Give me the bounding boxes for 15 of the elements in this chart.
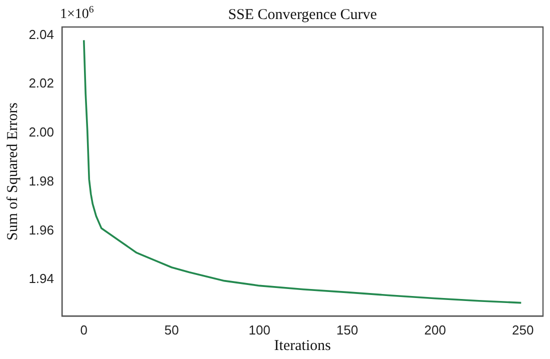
x-tick-label: 100 — [248, 322, 270, 338]
x-tick-label: 250 — [512, 322, 534, 338]
y-tick-label: 2.00 — [28, 124, 54, 140]
y-tick-label: 1.94 — [28, 271, 54, 286]
y-tick-label: 2.04 — [28, 26, 54, 42]
x-axis-title: Iterations — [274, 338, 331, 354]
x-tick-label: 200 — [424, 322, 446, 338]
x-tick-label: 0 — [80, 322, 88, 338]
y-axis-title: Sum of Squared Errors — [4, 102, 21, 240]
x-tick-label: 50 — [164, 322, 179, 338]
x-tick-label: 150 — [336, 322, 358, 338]
y-tick-label: 1.96 — [28, 222, 54, 238]
y-tick-label: 2.02 — [28, 76, 54, 91]
chart-title: SSE Convergence Curve — [228, 7, 378, 23]
y-tick-label: 1.98 — [28, 173, 54, 188]
